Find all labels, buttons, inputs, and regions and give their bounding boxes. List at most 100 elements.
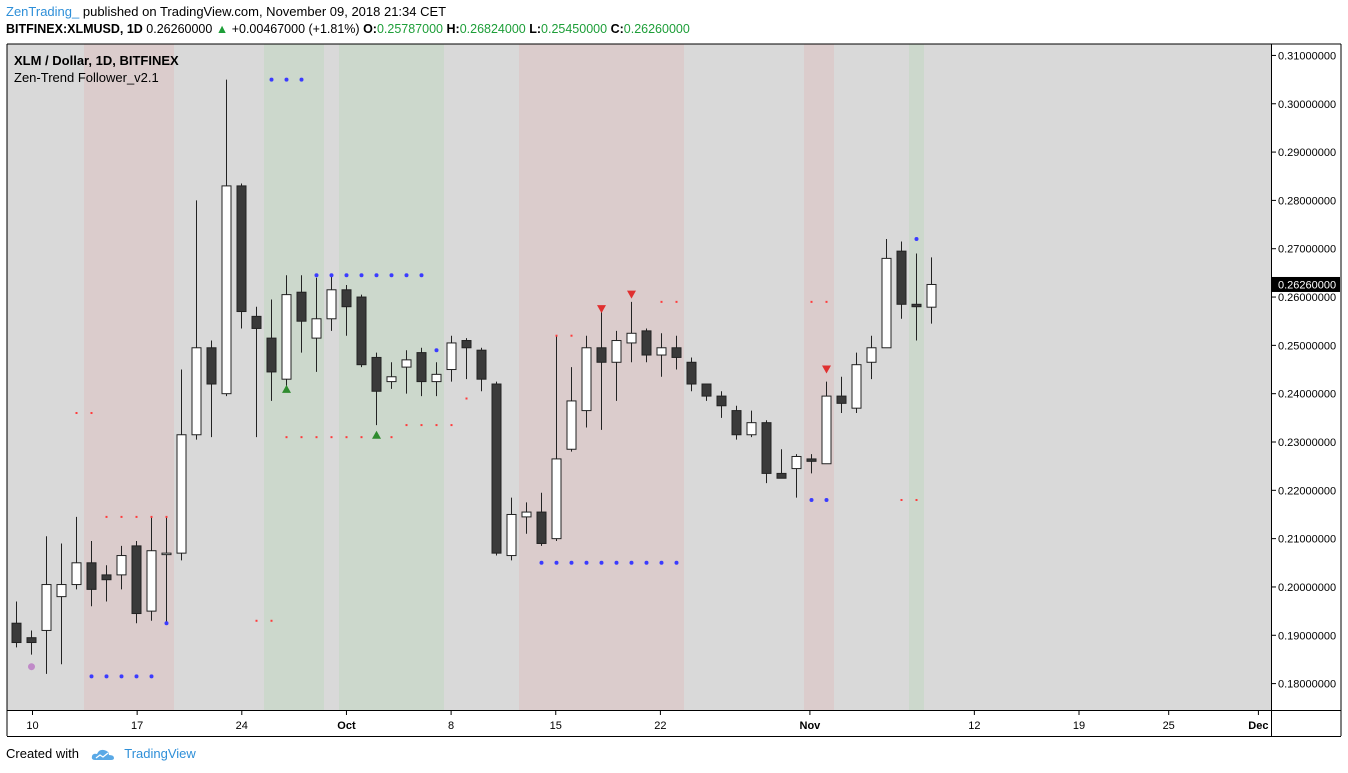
y-axis[interactable]: 0.18000000 0.19000000 0.20000000 0.21000000…	[1271, 50, 1341, 691]
candle	[251, 306, 262, 438]
y-tick-label: 0.23000000	[1278, 437, 1336, 449]
ohlc-line: BITFINEX:XLMUSD, 1D 0.26260000 ▲ +0.0046…	[6, 22, 690, 36]
y-tick-label: 0.31000000	[1278, 50, 1336, 62]
candle	[836, 376, 847, 414]
red-dot	[105, 515, 108, 518]
candle-body	[626, 332, 637, 344]
blue-dot	[104, 674, 109, 679]
candle-body	[116, 555, 127, 576]
candle	[371, 352, 382, 426]
x-axis[interactable]: 10 17 24 Oct 8 15 22 Nov 12 19 25 Dec	[26, 710, 1268, 733]
x-tick-label: 25	[1163, 720, 1175, 732]
candle	[236, 183, 247, 329]
candle-body	[236, 185, 247, 313]
red-dot	[660, 300, 663, 303]
candle-body	[671, 347, 682, 358]
candle-body	[641, 330, 652, 356]
tradingview-link[interactable]: TradingView	[124, 746, 196, 761]
y-tick-label: 0.20000000	[1278, 582, 1336, 594]
blue-dot	[119, 674, 124, 679]
candle-body	[911, 303, 922, 308]
up-arrow	[372, 430, 381, 439]
red-dot	[360, 436, 363, 439]
blue-dot	[569, 560, 574, 565]
candle	[326, 275, 337, 331]
candle-body	[416, 352, 427, 383]
blue-dot	[809, 497, 814, 502]
candle	[131, 541, 142, 624]
candle	[221, 79, 232, 397]
blue-dot	[914, 237, 919, 242]
candle	[431, 362, 442, 397]
x-tick-label: Nov	[800, 720, 822, 732]
candle	[491, 381, 502, 556]
blue-dot	[824, 497, 829, 502]
candle	[596, 309, 607, 430]
indicator-name: Zen-Trend Follower_v2.1	[14, 70, 159, 85]
red-dot	[435, 424, 438, 427]
candle-body	[731, 410, 742, 436]
blue-dot	[344, 273, 349, 278]
candle-body	[221, 185, 232, 395]
candle	[671, 335, 682, 370]
candle-body	[251, 315, 262, 329]
candle-body	[341, 289, 352, 308]
candle-body	[26, 637, 37, 644]
candle	[26, 630, 37, 655]
red-dot	[555, 334, 558, 337]
red-dot	[465, 397, 468, 400]
red-dot	[450, 424, 453, 427]
candle-body	[896, 250, 907, 305]
red-dot	[255, 619, 258, 622]
author-link[interactable]: ZenTrading_	[6, 4, 80, 19]
candle	[71, 516, 82, 590]
red-dot	[390, 436, 393, 439]
red-dot	[330, 436, 333, 439]
candle	[761, 420, 772, 484]
candle-body	[206, 347, 217, 385]
candle	[146, 516, 157, 621]
candle-body	[296, 291, 307, 322]
red-dot	[165, 515, 168, 518]
red-dot	[90, 412, 93, 415]
arrow-up-icon: ▲	[215, 22, 229, 36]
blue-dot	[419, 273, 424, 278]
candle	[791, 454, 802, 498]
published-text: published on TradingView.com, November 0…	[82, 4, 447, 19]
candle	[206, 340, 217, 438]
red-dot	[135, 515, 138, 518]
blue-dot	[359, 273, 364, 278]
footer: Created with TradingView	[6, 746, 196, 762]
candle	[401, 350, 412, 394]
candle	[56, 543, 67, 665]
candle	[476, 347, 487, 392]
candle-body	[161, 552, 172, 556]
candle-body	[131, 545, 142, 615]
blue-dot	[659, 560, 664, 565]
candle-body	[371, 356, 382, 392]
blue-dot	[644, 560, 649, 565]
y-tick-label: 0.27000000	[1278, 244, 1336, 256]
candle-body	[431, 373, 442, 383]
blue-dot	[539, 560, 544, 565]
candle-body	[761, 422, 772, 474]
x-tick-label: 17	[131, 720, 143, 732]
candle	[581, 335, 592, 428]
candle	[446, 335, 457, 382]
red-dot	[150, 515, 153, 518]
candle	[746, 410, 757, 438]
candle	[566, 367, 577, 452]
trend-zone-red	[84, 44, 174, 710]
symbol-label: BITFINEX:XLMUSD, 1D	[6, 22, 143, 36]
candle	[911, 253, 922, 341]
red-dot	[915, 498, 918, 501]
candle-body	[821, 395, 832, 465]
y-tick-label: 0.18000000	[1278, 679, 1336, 691]
blue-dot	[269, 77, 274, 82]
blue-dot	[314, 273, 319, 278]
candle	[461, 338, 472, 380]
x-tick-label: 15	[550, 720, 562, 732]
candle	[101, 565, 112, 602]
x-tick-label: 12	[968, 720, 980, 732]
